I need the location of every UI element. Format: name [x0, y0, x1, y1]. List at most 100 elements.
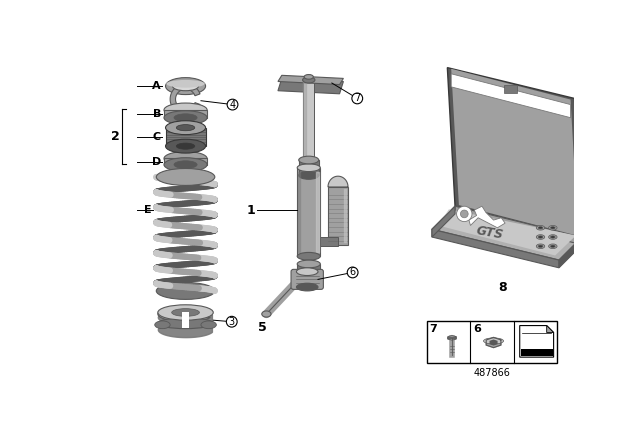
Ellipse shape — [550, 236, 555, 238]
Polygon shape — [170, 84, 200, 115]
Ellipse shape — [166, 80, 205, 88]
Polygon shape — [490, 340, 497, 345]
Ellipse shape — [262, 311, 271, 317]
Polygon shape — [328, 176, 348, 187]
Ellipse shape — [297, 252, 320, 260]
Polygon shape — [438, 209, 576, 255]
Polygon shape — [278, 75, 344, 85]
Polygon shape — [559, 237, 582, 268]
Ellipse shape — [297, 164, 320, 172]
Ellipse shape — [172, 309, 200, 316]
Ellipse shape — [296, 283, 318, 291]
Ellipse shape — [304, 74, 314, 79]
FancyBboxPatch shape — [291, 269, 323, 289]
Text: 487866: 487866 — [474, 368, 511, 378]
Polygon shape — [447, 68, 582, 237]
Polygon shape — [455, 206, 582, 245]
Text: 8: 8 — [499, 280, 507, 293]
Polygon shape — [469, 206, 505, 228]
Ellipse shape — [166, 121, 205, 134]
Polygon shape — [432, 206, 582, 260]
Ellipse shape — [174, 161, 197, 168]
Circle shape — [456, 206, 472, 222]
Ellipse shape — [548, 235, 557, 239]
Ellipse shape — [174, 114, 197, 121]
Polygon shape — [451, 74, 570, 118]
Circle shape — [352, 93, 363, 104]
Text: C: C — [153, 132, 161, 142]
Text: 6: 6 — [473, 324, 481, 334]
Text: 6: 6 — [349, 267, 356, 277]
Text: B: B — [152, 109, 161, 119]
Ellipse shape — [156, 282, 215, 299]
Ellipse shape — [538, 236, 543, 238]
Ellipse shape — [172, 82, 198, 91]
Polygon shape — [547, 326, 554, 332]
Ellipse shape — [550, 227, 555, 229]
Ellipse shape — [156, 168, 215, 185]
Ellipse shape — [299, 172, 319, 179]
Bar — [328, 187, 348, 245]
Polygon shape — [158, 306, 211, 322]
Text: 7: 7 — [354, 94, 360, 103]
Bar — [297, 264, 320, 276]
Bar — [166, 128, 205, 146]
Ellipse shape — [164, 151, 207, 165]
Text: 3: 3 — [228, 317, 235, 327]
Text: 1: 1 — [246, 203, 255, 216]
Text: 7: 7 — [429, 324, 437, 334]
Circle shape — [460, 210, 468, 218]
Text: 5: 5 — [258, 321, 267, 334]
Polygon shape — [432, 229, 559, 268]
Polygon shape — [486, 337, 501, 348]
Bar — [164, 110, 207, 118]
Ellipse shape — [166, 139, 205, 153]
Circle shape — [227, 99, 238, 110]
Polygon shape — [278, 78, 344, 94]
Bar — [182, 313, 189, 328]
Bar — [297, 168, 320, 256]
Text: D: D — [152, 156, 161, 167]
Ellipse shape — [536, 225, 545, 230]
Ellipse shape — [548, 244, 557, 249]
Ellipse shape — [155, 321, 170, 329]
Ellipse shape — [484, 338, 504, 344]
Bar — [164, 159, 207, 165]
Ellipse shape — [296, 268, 318, 276]
Ellipse shape — [164, 158, 207, 172]
Polygon shape — [448, 336, 456, 340]
Bar — [320, 237, 338, 246]
Ellipse shape — [299, 156, 319, 164]
Ellipse shape — [164, 103, 207, 117]
Bar — [299, 160, 319, 176]
Ellipse shape — [164, 111, 207, 125]
Text: 2: 2 — [111, 130, 120, 143]
Circle shape — [348, 267, 358, 278]
Text: E: E — [144, 205, 152, 215]
Ellipse shape — [536, 235, 545, 239]
Bar — [504, 85, 516, 93]
Circle shape — [227, 316, 237, 327]
Ellipse shape — [297, 260, 320, 268]
Polygon shape — [520, 326, 554, 357]
Ellipse shape — [548, 225, 557, 230]
Ellipse shape — [538, 227, 543, 229]
Ellipse shape — [176, 125, 195, 131]
Text: GTS: GTS — [475, 224, 504, 242]
Ellipse shape — [538, 245, 543, 247]
Polygon shape — [451, 69, 579, 236]
Ellipse shape — [303, 77, 315, 83]
Polygon shape — [432, 206, 455, 237]
Bar — [427, 321, 557, 363]
Ellipse shape — [158, 318, 213, 329]
Bar — [520, 349, 553, 356]
Ellipse shape — [201, 321, 216, 329]
Ellipse shape — [176, 143, 195, 149]
Ellipse shape — [166, 78, 205, 95]
Bar — [303, 80, 314, 160]
Ellipse shape — [550, 245, 555, 247]
Text: A: A — [152, 81, 161, 91]
Text: 4: 4 — [230, 99, 236, 110]
Ellipse shape — [158, 305, 213, 320]
Ellipse shape — [536, 244, 545, 249]
